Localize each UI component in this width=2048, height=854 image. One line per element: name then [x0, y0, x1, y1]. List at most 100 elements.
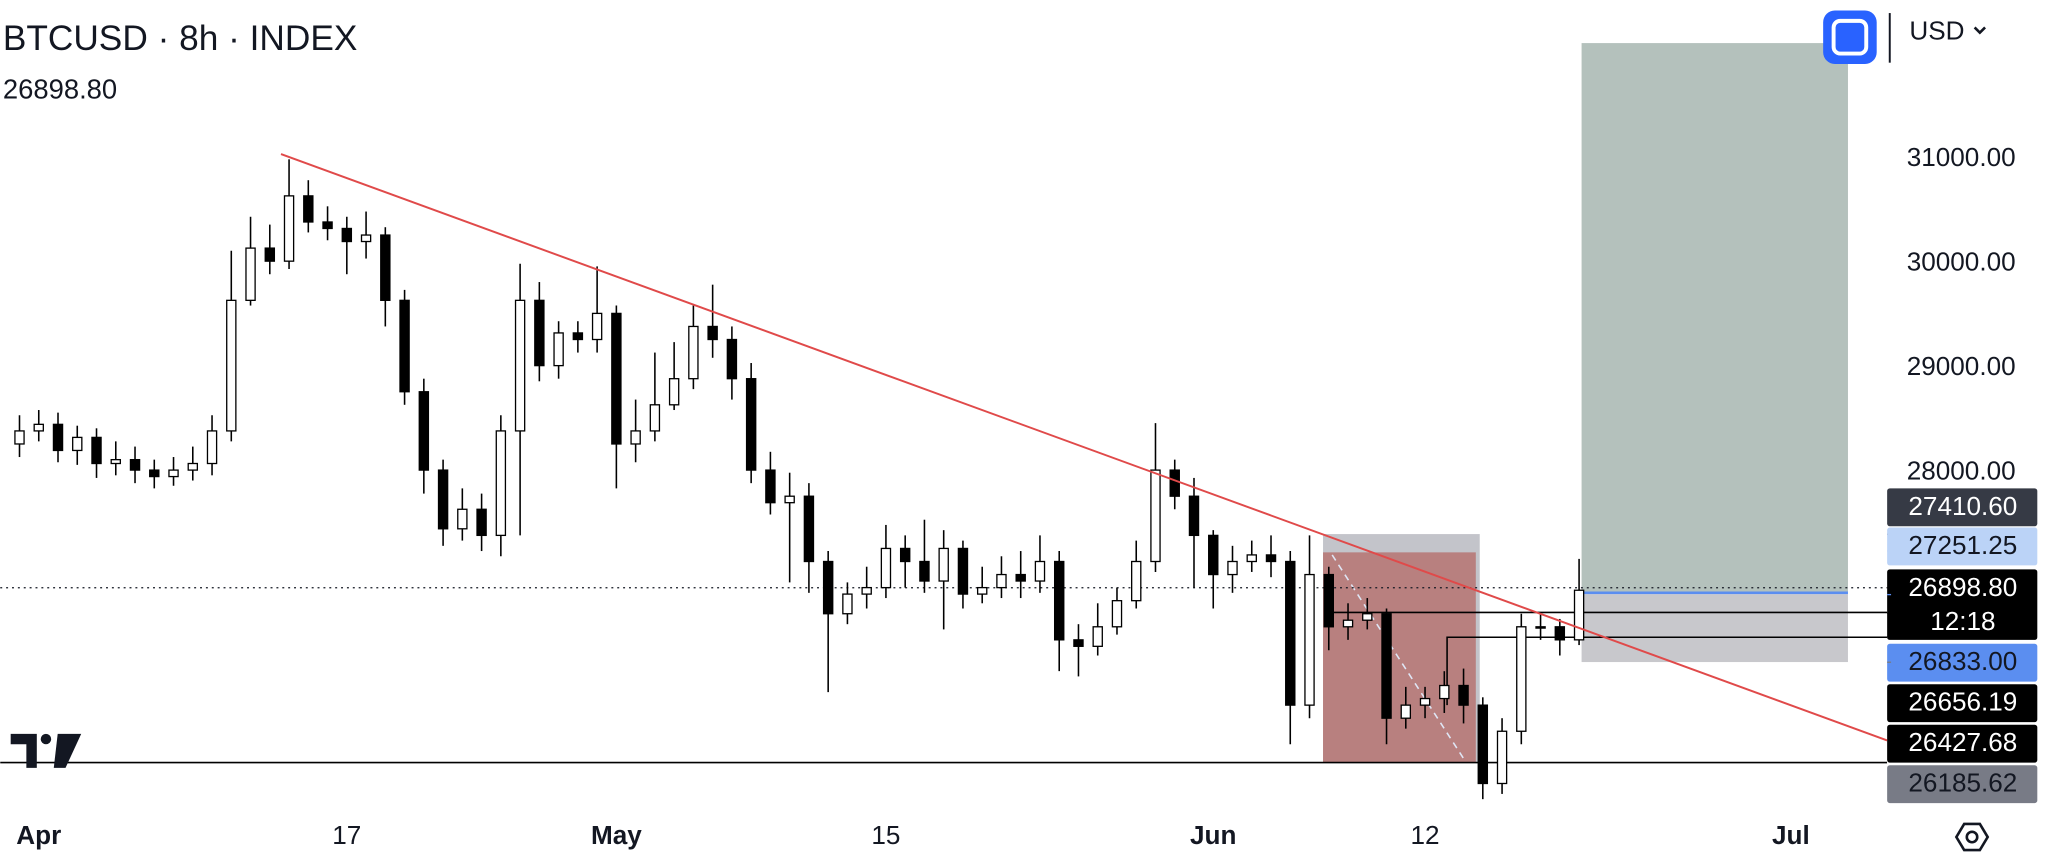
price-label: 26656.19	[1908, 687, 2017, 717]
candle-body	[1111, 600, 1123, 628]
fullscreen-button[interactable]	[1823, 10, 1877, 64]
candle-body	[861, 586, 872, 595]
dropdown-chevron	[1973, 26, 1986, 35]
candle-body	[1362, 613, 1373, 621]
candle-body	[899, 547, 911, 563]
target-zone	[1581, 43, 1848, 592]
candle-body	[1458, 684, 1469, 706]
candle-body	[1516, 626, 1527, 732]
chart-title: BTCUSD · 8h · INDEX	[3, 19, 358, 58]
candle-body	[803, 495, 815, 563]
price-label: 26185.62	[1908, 768, 2017, 798]
price-label: 26833.00	[1908, 646, 2017, 676]
candle-body	[919, 560, 930, 582]
candle-body	[1131, 560, 1142, 602]
candle-body	[1535, 626, 1546, 629]
candle-body	[283, 195, 295, 262]
candle-body	[572, 332, 584, 341]
candle-body	[149, 469, 160, 478]
candle-body	[245, 247, 256, 301]
price-label-box	[1887, 569, 2038, 640]
candle-body	[1150, 469, 1161, 563]
candle-body	[688, 325, 699, 380]
trend-line	[280, 153, 1888, 742]
candle-body	[168, 469, 179, 478]
candle-body	[360, 234, 372, 243]
candle-body	[996, 573, 1007, 589]
candle-body	[187, 462, 199, 471]
candle-body	[1496, 730, 1508, 785]
candle-body	[1053, 560, 1065, 641]
candle-body	[630, 430, 641, 445]
candle-body	[1381, 613, 1392, 719]
candle-body	[1265, 554, 1277, 563]
candle-body	[957, 547, 969, 595]
candle-body	[476, 508, 487, 537]
stop-zone	[1581, 594, 1848, 663]
last-price: 26898.80	[3, 74, 117, 105]
candle-body	[1285, 560, 1296, 706]
x-tick-label: Jul	[1772, 820, 1810, 850]
price-label-box	[1887, 724, 2038, 763]
x-tick-label: 12	[1411, 820, 1440, 850]
candle-body	[129, 458, 141, 471]
candle-body	[514, 299, 526, 432]
candle-body	[1304, 573, 1315, 706]
logo-dot	[40, 733, 52, 745]
candle-body	[1400, 704, 1412, 719]
candle-body	[649, 404, 661, 432]
candle-body	[380, 234, 391, 301]
candle-body	[1439, 684, 1450, 700]
y-tick-label: 28000.00	[1907, 456, 2016, 486]
candle-body	[14, 430, 25, 445]
candle-body	[976, 586, 988, 595]
candle-body	[707, 325, 718, 341]
drawings	[0, 43, 1888, 764]
candle-body	[1188, 495, 1200, 537]
candle-body	[303, 195, 314, 223]
settings-icon[interactable]	[1954, 822, 1990, 852]
price-label: 27251.25	[1908, 530, 2017, 560]
price-label: 27410.60	[1908, 491, 2017, 521]
candle-body	[534, 299, 545, 367]
y-tick-label: 30000.00	[1907, 247, 2016, 277]
candle-body	[880, 547, 892, 589]
x-tick-label: Jun	[1190, 820, 1236, 850]
x-tick-label: May	[591, 820, 642, 850]
candle-body	[1227, 560, 1238, 576]
price-label-box	[1887, 643, 2038, 682]
price-axis: 28000.00 29000.00 30000.00 31000.00 27410.60…	[1887, 0, 2048, 813]
candle-body	[1342, 619, 1354, 628]
candle-body	[322, 221, 333, 230]
candle-body	[745, 378, 757, 471]
candle-body	[1323, 573, 1334, 628]
candle-body	[591, 312, 603, 341]
candle-body	[495, 430, 507, 537]
price-label: 26898.80	[1908, 572, 2017, 602]
countdown: 12:18	[1930, 606, 1995, 636]
price-label-box	[1887, 527, 2038, 566]
candle-body	[399, 299, 410, 393]
candle-body	[842, 593, 853, 615]
candle-body	[784, 495, 795, 504]
candle-body	[1092, 626, 1103, 647]
candle-body	[72, 436, 83, 452]
currency-button[interactable]: USD	[1909, 16, 1964, 46]
candle-body	[611, 312, 622, 445]
candle-body	[418, 391, 430, 471]
candle-body	[264, 247, 276, 262]
candle-body	[1034, 560, 1046, 582]
candle-body	[33, 423, 44, 432]
candle-body	[726, 338, 738, 380]
candle-body	[52, 423, 64, 452]
settings-hex	[1954, 822, 1990, 852]
candle-body	[553, 332, 564, 367]
candle-body	[1208, 534, 1219, 576]
price-label-box	[1887, 684, 2038, 723]
candle-body	[206, 430, 218, 465]
x-tick-label: 17	[332, 820, 361, 850]
level-line	[1446, 636, 1888, 706]
candle-body	[1573, 589, 1585, 641]
candle-body	[765, 469, 776, 504]
